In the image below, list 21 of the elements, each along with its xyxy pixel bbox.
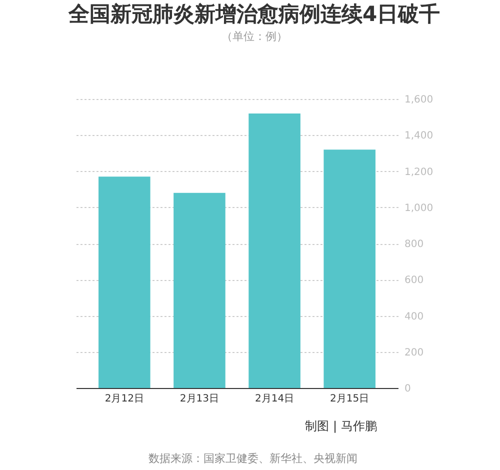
y-tick-label: 600: [404, 275, 424, 286]
y-tick-label: 1,000: [404, 202, 434, 214]
y-tick-label: 1,400: [404, 130, 434, 142]
y-tick-label: 400: [404, 311, 424, 322]
chart-subtitle: （单位：例）: [221, 30, 288, 43]
x-tick-label: 2月14日: [254, 394, 294, 404]
x-tick-label: 2月15日: [330, 394, 370, 404]
y-tick-label: 800: [404, 239, 424, 250]
chart-title: 全国新冠肺炎新增治愈病例连续4日破千: [68, 2, 440, 26]
x-tick-label: 2月12日: [104, 394, 144, 404]
y-tick-label: 1,600: [404, 94, 434, 106]
text: 制图 | 马作鹏: [305, 419, 377, 433]
bar: [248, 113, 300, 388]
bar: [174, 192, 226, 388]
bar: [324, 150, 376, 388]
x-tick-label: 2月13日: [180, 394, 220, 404]
y-tick-label: 1,200: [404, 166, 434, 178]
y-tick-label: 0: [404, 384, 411, 394]
y-tick-label: 200: [404, 347, 424, 358]
source-note: 数据来源：国家卫健委、新华社、央视新闻: [148, 452, 358, 465]
bar: [98, 176, 150, 388]
